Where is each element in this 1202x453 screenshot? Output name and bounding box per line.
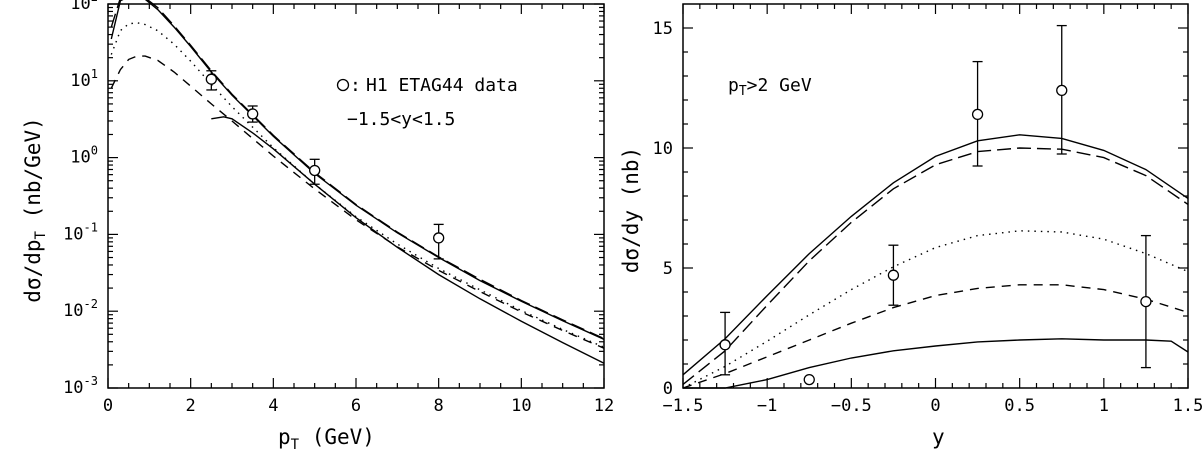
left-series-line-3	[110, 21, 605, 348]
right-x-tick-label: 0.5	[1004, 396, 1035, 416]
right-y-tick-label: 10	[653, 139, 673, 159]
right-series-line-3	[682, 230, 1189, 389]
right-series-line-4	[682, 284, 1189, 389]
left-data-point	[247, 108, 259, 120]
left-y-tick-label: 10-3	[63, 374, 98, 398]
left-y-tick-label: 101	[70, 67, 98, 91]
left-x-tick-label: 12	[594, 396, 614, 416]
right-series-line-1	[682, 134, 1189, 376]
legend-prefix: :	[350, 75, 361, 96]
left-chart: 0 2 4 6 8 10 12 10-3 10-2 10-1 100 101 102 pT (GeV)…	[21, 0, 614, 453]
left-y-tick-label: 10-1	[63, 220, 98, 244]
left-data-point	[433, 232, 445, 244]
left-series-group	[110, 0, 605, 364]
right-annotation: pT>2 GeV	[728, 75, 812, 99]
left-y-tick-label: 102	[70, 0, 98, 14]
right-series-group	[682, 134, 1189, 389]
left-legend: : H1 ETAG44 data	[336, 75, 518, 96]
left-plot-frame	[107, 3, 605, 389]
left-x-tick-label: 0	[103, 396, 113, 416]
left-data-point	[309, 164, 321, 177]
left-x-tick-label: 10	[511, 396, 531, 416]
right-data-point	[1140, 295, 1152, 308]
right-y-tick-label: 5	[663, 259, 673, 279]
left-x-tick-label: 4	[268, 396, 278, 416]
right-x-ticks: −1.5 −1 −0.5 0 0.5 1 1.5	[663, 4, 1202, 416]
right-series-line-2	[682, 147, 1189, 385]
left-data-points	[205, 70, 445, 260]
right-series-line-5	[683, 338, 1189, 389]
left-series-line-2	[110, 0, 605, 340]
right-data-point	[1056, 84, 1068, 97]
left-series-line-5	[211, 116, 605, 364]
right-data-points	[719, 24, 1152, 386]
right-data-point	[719, 339, 731, 351]
right-data-point	[971, 108, 984, 121]
right-y-tick-label: 0	[663, 379, 673, 399]
right-x-axis-label: y	[932, 425, 945, 449]
left-x-axis-label: pT (GeV)	[278, 425, 375, 453]
legend-marker-icon	[336, 78, 350, 92]
right-y-tick-label: 15	[653, 19, 673, 39]
left-y-ticks: 10-3 10-2 10-1 100 101 102	[63, 0, 604, 398]
left-x-tick-label: 2	[186, 396, 196, 416]
right-x-tick-label: 1.5	[1173, 396, 1202, 416]
left-y-axis-label: dσ/dpT (nb/GeV)	[21, 117, 49, 302]
right-x-tick-label: −1.5	[663, 396, 704, 416]
right-plot-frame	[682, 3, 1189, 389]
right-data-point	[887, 269, 900, 281]
right-y-ticks: 0 5 10 15	[653, 19, 1188, 399]
right-chart: −1.5 −1 −0.5 0 0.5 1 1.5 0 5 10 15 y dσ/dy (nb) p…	[619, 3, 1202, 449]
right-x-tick-label: 0	[930, 396, 940, 416]
left-data-point	[205, 73, 217, 85]
right-x-tick-label: −1	[757, 396, 777, 416]
left-y-tick-label: 100	[70, 144, 98, 168]
left-x-tick-label: 6	[351, 396, 361, 416]
left-x-tick-label: 8	[434, 396, 444, 416]
left-annotation: −1.5<y<1.5	[347, 109, 455, 130]
left-series-line-1	[110, 0, 605, 340]
legend-label: H1 ETAG44 data	[366, 75, 518, 96]
left-x-ticks: 0 2 4 6 8 10 12	[103, 4, 614, 416]
right-data-point	[803, 373, 815, 386]
right-y-axis-label: dσ/dy (nb)	[619, 147, 643, 273]
left-series-line-4	[110, 55, 605, 349]
left-y-tick-label: 10-2	[63, 297, 98, 321]
right-x-tick-label: 1	[1099, 396, 1109, 416]
right-x-tick-label: −0.5	[831, 396, 872, 416]
